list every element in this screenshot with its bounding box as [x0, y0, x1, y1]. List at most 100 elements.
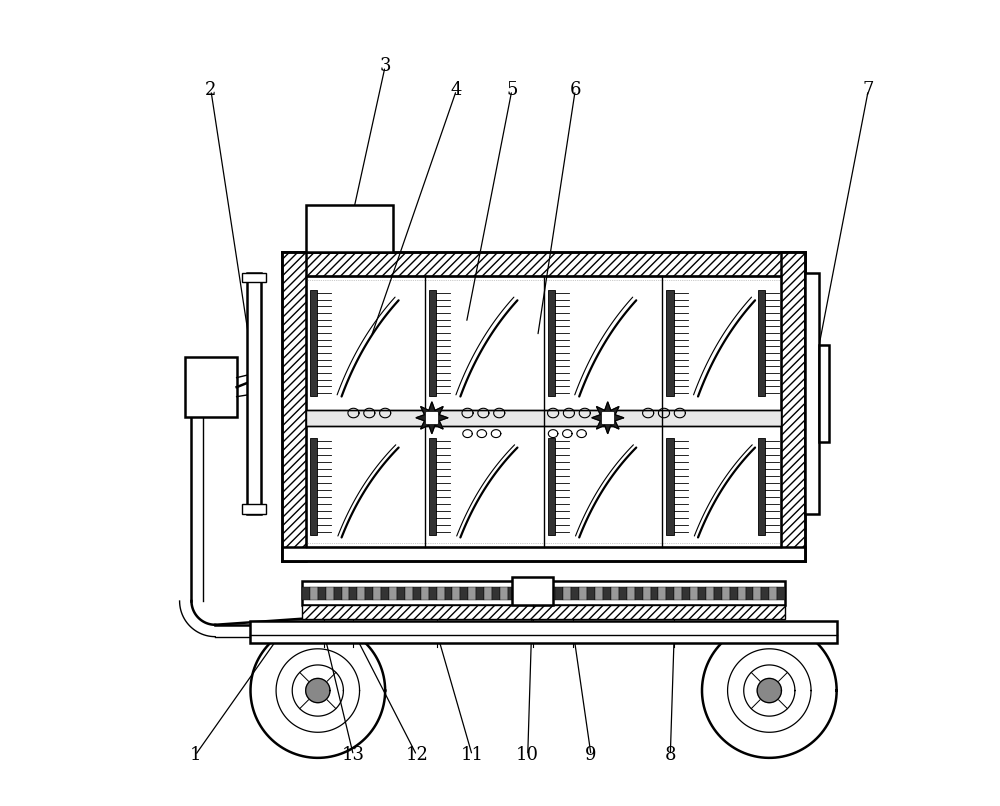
Bar — [769, 587, 777, 600]
Polygon shape — [757, 679, 781, 703]
Bar — [698, 587, 706, 600]
Bar — [302, 587, 310, 600]
Bar — [753, 587, 761, 600]
Text: 13: 13 — [342, 746, 365, 764]
Bar — [445, 587, 452, 600]
Bar — [706, 587, 714, 600]
Bar — [682, 587, 690, 600]
Bar — [349, 587, 357, 600]
Bar — [242, 505, 266, 514]
Text: 8: 8 — [665, 746, 676, 764]
Bar — [781, 252, 805, 562]
Bar — [484, 587, 492, 600]
Bar — [405, 587, 413, 600]
Bar — [805, 273, 819, 514]
Bar — [413, 587, 421, 600]
Bar — [571, 587, 579, 600]
Bar — [389, 587, 397, 600]
Bar — [282, 252, 306, 562]
Bar — [611, 587, 619, 600]
Bar — [730, 587, 738, 600]
Bar — [587, 587, 595, 600]
Bar — [476, 587, 484, 600]
Text: 2: 2 — [205, 81, 217, 99]
Bar — [516, 587, 524, 600]
Bar — [602, 412, 613, 423]
Bar — [524, 587, 532, 600]
Bar — [512, 577, 553, 605]
Polygon shape — [251, 623, 385, 758]
Bar — [310, 587, 318, 600]
Bar — [247, 273, 261, 514]
Text: 4: 4 — [451, 81, 462, 99]
Bar — [595, 587, 603, 600]
Bar — [365, 587, 373, 600]
Bar — [643, 587, 651, 600]
Bar — [777, 587, 785, 600]
Bar — [555, 587, 563, 600]
Bar — [460, 587, 468, 600]
Bar — [619, 587, 627, 600]
Bar — [318, 587, 326, 600]
Bar — [373, 587, 381, 600]
Bar — [302, 581, 785, 605]
Bar — [326, 587, 334, 600]
Polygon shape — [306, 679, 330, 703]
Bar — [381, 587, 389, 600]
Bar — [532, 587, 540, 600]
Bar — [563, 587, 571, 600]
Text: 1: 1 — [189, 746, 201, 764]
Bar — [426, 412, 437, 423]
Bar — [722, 587, 730, 600]
Polygon shape — [702, 623, 837, 758]
Bar — [746, 587, 753, 600]
Bar — [651, 587, 658, 600]
Bar — [397, 587, 405, 600]
Bar — [603, 587, 611, 600]
Text: 7: 7 — [863, 81, 874, 99]
Bar — [666, 438, 674, 535]
Text: 5: 5 — [506, 81, 518, 99]
Bar — [429, 587, 437, 600]
Bar — [548, 289, 555, 397]
Bar — [452, 587, 460, 600]
Bar — [437, 587, 445, 600]
Text: 3: 3 — [379, 57, 391, 75]
Bar — [500, 587, 508, 600]
Bar — [658, 587, 666, 600]
Text: 11: 11 — [461, 746, 484, 764]
Polygon shape — [592, 402, 624, 434]
Bar — [666, 587, 674, 600]
Bar — [306, 410, 781, 426]
Bar — [242, 273, 266, 282]
Bar — [548, 587, 555, 600]
Bar — [310, 438, 317, 535]
Bar — [334, 587, 342, 600]
Bar — [548, 438, 555, 535]
Text: 9: 9 — [585, 746, 597, 764]
Bar — [429, 289, 436, 397]
Bar — [579, 587, 587, 600]
Bar — [627, 587, 635, 600]
Text: 6: 6 — [570, 81, 581, 99]
Bar — [342, 587, 349, 600]
Text: 10: 10 — [516, 746, 539, 764]
Bar — [666, 289, 674, 397]
Bar — [540, 587, 548, 600]
Bar — [357, 587, 365, 600]
Bar — [306, 205, 393, 252]
Bar — [492, 587, 500, 600]
Bar — [635, 587, 643, 600]
Bar — [250, 621, 837, 643]
Bar — [310, 289, 317, 397]
Bar — [738, 587, 746, 600]
Bar — [714, 587, 722, 600]
Bar — [282, 547, 805, 562]
Polygon shape — [416, 402, 448, 434]
Bar — [690, 587, 698, 600]
Bar — [185, 357, 237, 417]
Bar — [758, 289, 765, 397]
Bar — [302, 605, 785, 619]
Bar — [282, 252, 805, 276]
Bar — [421, 587, 429, 600]
